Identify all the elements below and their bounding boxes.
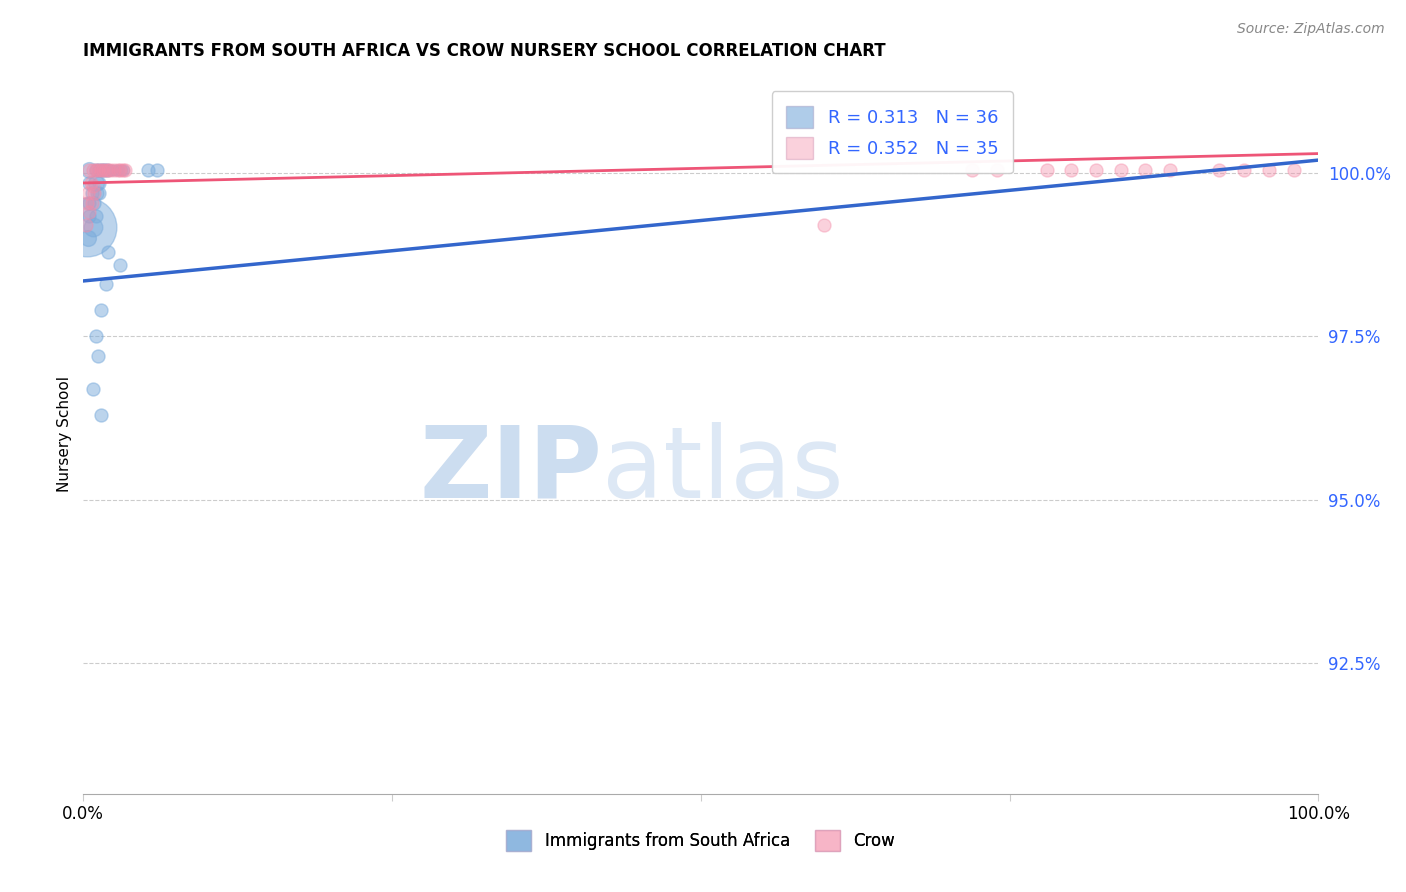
Point (1135, 162, 1157, 177)
Point (83, 186, 105, 200)
Point (79, 209, 101, 223)
Point (813, 219, 835, 233)
Point (107, 162, 129, 177)
Point (110, 258, 132, 272)
Point (114, 162, 136, 177)
Point (112, 162, 135, 177)
Point (82, 219, 104, 234)
Point (89, 186, 111, 200)
Point (75, 219, 97, 233)
Point (84, 209, 107, 223)
Point (108, 162, 131, 177)
Point (1085, 162, 1108, 177)
Point (1208, 162, 1230, 177)
Point (79, 176, 101, 190)
Point (146, 162, 169, 177)
Point (76, 219, 98, 234)
Point (111, 162, 134, 177)
Point (79, 205, 101, 219)
Point (94, 277, 117, 292)
Point (84, 329, 107, 343)
Point (89, 176, 111, 190)
Point (82, 179, 104, 194)
Point (80, 195, 103, 210)
Text: Source: ZipAtlas.com: Source: ZipAtlas.com (1237, 22, 1385, 37)
Point (136, 162, 159, 177)
Point (80, 186, 103, 200)
Point (90, 162, 112, 177)
Text: ZIP: ZIP (419, 422, 602, 519)
Point (76, 195, 98, 210)
Point (86, 186, 108, 200)
Point (93, 162, 115, 177)
Point (77, 231, 100, 245)
Point (105, 162, 128, 177)
Point (91, 162, 114, 177)
Point (90, 162, 112, 177)
Point (103, 162, 125, 177)
Point (97, 162, 120, 177)
Point (90, 408, 112, 422)
Point (89, 162, 111, 177)
Point (1159, 162, 1181, 177)
Text: atlas: atlas (602, 422, 844, 519)
Point (79, 195, 101, 210)
Point (84, 176, 107, 190)
Point (87, 162, 110, 177)
Point (83, 195, 105, 210)
Point (96, 162, 118, 177)
Point (98, 162, 121, 177)
Point (1282, 162, 1305, 177)
Point (77, 186, 100, 200)
Point (1035, 162, 1057, 177)
Point (84, 162, 107, 177)
Point (94, 162, 117, 177)
Point (79, 162, 101, 177)
Legend: Immigrants from South Africa, Crow: Immigrants from South Africa, Crow (499, 823, 901, 857)
Point (1257, 162, 1279, 177)
Point (962, 162, 984, 177)
Point (84, 162, 107, 177)
Point (82, 382, 104, 396)
Point (103, 162, 125, 177)
Point (100, 162, 122, 177)
Point (110, 162, 132, 177)
Text: IMMIGRANTS FROM SOUTH AFRICA VS CROW NURSERY SCHOOL CORRELATION CHART: IMMIGRANTS FROM SOUTH AFRICA VS CROW NUR… (83, 42, 886, 60)
Y-axis label: Nursery School: Nursery School (58, 376, 72, 492)
Point (80, 176, 103, 190)
Point (87, 349, 110, 363)
Point (110, 162, 132, 177)
Point (1233, 162, 1256, 177)
Point (1060, 162, 1083, 177)
Point (79, 162, 101, 177)
Point (100, 162, 122, 177)
Point (1109, 162, 1132, 177)
Point (986, 162, 1008, 177)
Point (90, 303, 112, 318)
Point (97, 244, 120, 259)
Point (82, 162, 104, 177)
